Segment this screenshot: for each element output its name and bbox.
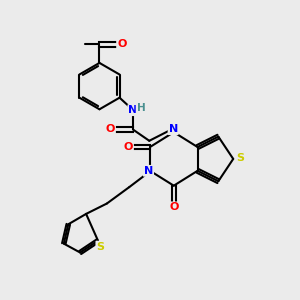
Text: S: S [96,242,104,252]
Text: O: O [106,124,115,134]
Text: H: H [136,103,145,113]
Text: N: N [144,166,153,176]
Text: N: N [128,105,137,115]
Text: O: O [169,202,178,212]
Text: O: O [117,40,127,50]
Text: N: N [169,124,178,134]
Text: S: S [236,153,244,163]
Text: O: O [124,142,133,152]
